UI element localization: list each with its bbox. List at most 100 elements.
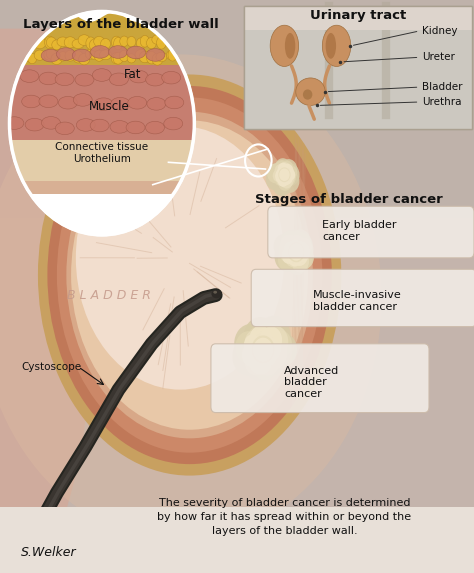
Circle shape [249,333,277,366]
Circle shape [287,235,306,258]
Ellipse shape [51,53,62,65]
Ellipse shape [111,97,130,110]
Ellipse shape [129,70,148,83]
Circle shape [288,249,302,266]
Circle shape [273,160,291,181]
Circle shape [285,239,307,265]
Circle shape [281,164,293,179]
Ellipse shape [111,53,121,64]
Ellipse shape [91,46,109,58]
Circle shape [274,242,299,272]
Ellipse shape [128,96,147,109]
Circle shape [280,234,299,257]
Text: Connective tissue: Connective tissue [55,142,148,152]
Circle shape [260,327,282,354]
Ellipse shape [66,112,313,438]
Circle shape [286,166,297,179]
Circle shape [243,339,278,382]
Circle shape [258,344,285,376]
Circle shape [273,234,293,258]
Ellipse shape [75,73,94,86]
Circle shape [276,168,285,178]
Circle shape [280,159,297,180]
Circle shape [283,168,295,184]
Ellipse shape [55,73,74,85]
Circle shape [285,250,303,272]
Text: Advanced
bladder
cancer: Advanced bladder cancer [284,366,340,399]
Circle shape [276,172,288,186]
Ellipse shape [114,37,123,50]
Circle shape [283,166,294,179]
Circle shape [244,341,268,371]
Circle shape [283,230,305,256]
Ellipse shape [146,73,164,86]
Circle shape [293,242,310,262]
Ellipse shape [65,50,75,61]
Circle shape [258,339,285,371]
Ellipse shape [127,54,136,63]
Ellipse shape [27,35,37,47]
Polygon shape [0,29,104,573]
Ellipse shape [165,96,184,109]
Text: Cystoscope: Cystoscope [21,362,82,372]
Text: The severity of bladder cancer is determined
by how far it has spread within or : The severity of bladder cancer is determ… [157,498,411,536]
Ellipse shape [78,35,90,45]
Text: Layers of the bladder wall: Layers of the bladder wall [23,18,219,32]
Circle shape [270,333,297,366]
Ellipse shape [64,37,76,48]
Ellipse shape [5,117,24,129]
Circle shape [281,163,300,186]
Ellipse shape [296,78,325,105]
Ellipse shape [57,37,69,46]
Text: Urothelium: Urothelium [73,154,131,164]
Circle shape [297,238,312,256]
Ellipse shape [177,35,187,46]
Circle shape [267,164,283,183]
Bar [244,6,472,129]
Ellipse shape [25,119,44,131]
Ellipse shape [177,49,187,61]
Ellipse shape [94,98,113,111]
Text: Fat: Fat [124,68,141,81]
Circle shape [286,169,295,180]
Ellipse shape [146,52,156,64]
Circle shape [286,240,306,264]
Ellipse shape [156,52,167,62]
Ellipse shape [90,119,109,132]
Ellipse shape [21,35,30,46]
Ellipse shape [127,46,146,59]
FancyBboxPatch shape [244,6,472,129]
Circle shape [262,338,281,361]
Ellipse shape [147,97,166,110]
Ellipse shape [90,48,101,60]
Ellipse shape [152,35,163,44]
Ellipse shape [146,37,156,49]
Circle shape [256,316,291,358]
Ellipse shape [146,121,164,134]
Circle shape [282,248,295,264]
Ellipse shape [10,50,19,61]
Ellipse shape [113,52,123,64]
Circle shape [289,232,313,261]
Circle shape [244,335,261,355]
Circle shape [245,349,266,375]
Ellipse shape [46,49,56,59]
Circle shape [235,331,262,364]
Bar [0,0,474,218]
Ellipse shape [270,25,299,66]
Circle shape [245,330,265,355]
Text: Early bladder
cancer: Early bladder cancer [322,220,397,242]
Ellipse shape [100,50,111,60]
Ellipse shape [109,46,128,58]
Circle shape [273,173,292,196]
Ellipse shape [16,49,25,59]
Ellipse shape [20,70,39,83]
Bar [244,6,472,30]
Ellipse shape [14,36,26,48]
Ellipse shape [322,25,351,66]
Ellipse shape [120,36,128,46]
Ellipse shape [100,38,110,49]
Circle shape [9,11,194,235]
Circle shape [282,169,296,186]
Text: B L A D D E R: B L A D D E R [67,289,151,301]
